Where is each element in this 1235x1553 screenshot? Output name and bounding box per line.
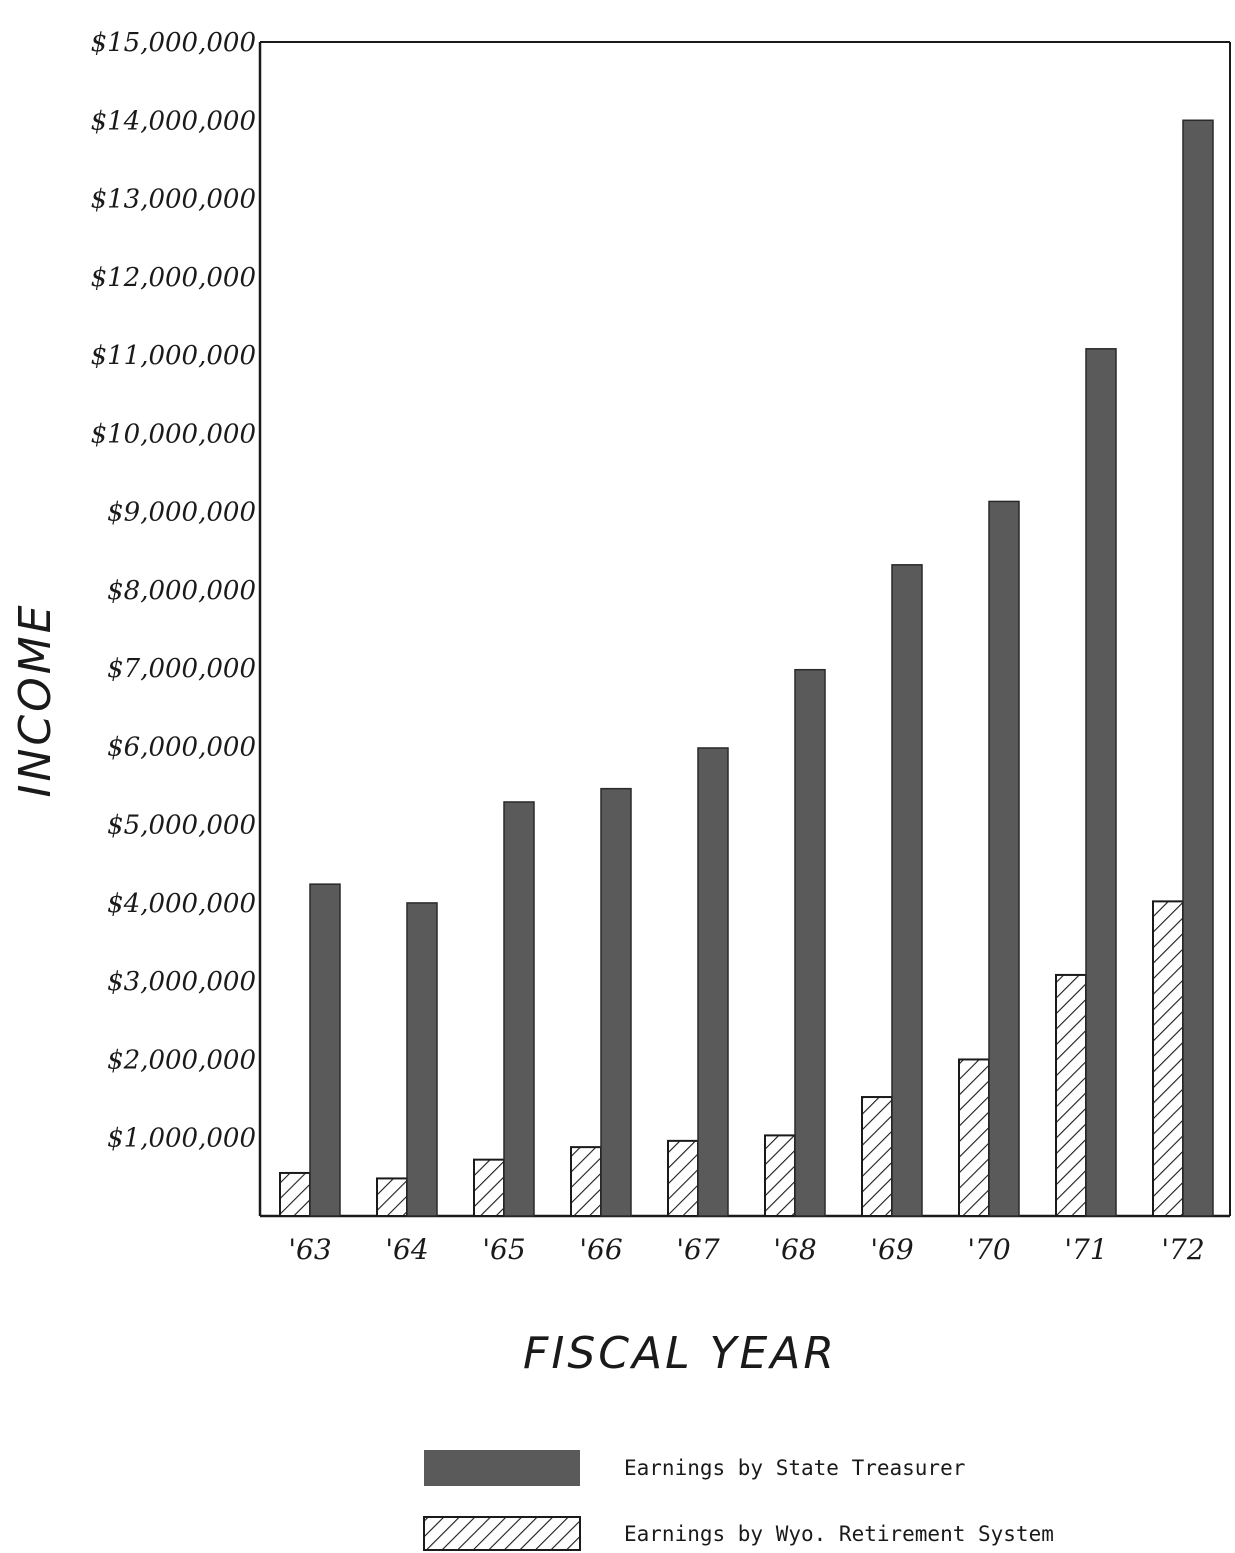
bar-retirement-system bbox=[473, 1158, 505, 1217]
x-tick-label: '67 bbox=[676, 1233, 720, 1266]
bar-state-treasurer bbox=[697, 747, 729, 1217]
x-tick-label: '68 bbox=[773, 1233, 816, 1266]
bar-state-treasurer bbox=[794, 668, 826, 1217]
y-tick-label: $6,000,000 bbox=[107, 732, 256, 762]
y-tick-label: $1,000,000 bbox=[107, 1124, 256, 1154]
y-axis-tick-labels: $1,000,000 $2,000,000 $3,000,000 $4,000,000… bbox=[91, 28, 256, 1154]
legend-swatch-state-treasurer bbox=[424, 1450, 580, 1486]
x-tick-label: '64 bbox=[385, 1233, 428, 1266]
bar-retirement-system bbox=[570, 1146, 602, 1218]
y-tick-label: $5,000,000 bbox=[107, 811, 256, 841]
bar-state-treasurer bbox=[309, 883, 341, 1217]
y-tick-label: $2,000,000 bbox=[107, 1045, 256, 1075]
x-tick-label: '72 bbox=[1161, 1233, 1204, 1266]
y-tick-label: $4,000,000 bbox=[107, 889, 256, 919]
legend-label-retirement-system: Earnings by Wyo. Retirement System bbox=[624, 1522, 1054, 1546]
legend-label-state-treasurer: Earnings by State Treasurer bbox=[624, 1456, 965, 1480]
y-tick-label: $12,000,000 bbox=[91, 263, 256, 293]
bar-state-treasurer bbox=[1182, 119, 1214, 1217]
legend-swatch-retirement-system bbox=[423, 1516, 581, 1551]
x-tick-label: '71 bbox=[1064, 1233, 1107, 1266]
y-axis-title: INCOME bbox=[10, 602, 61, 797]
x-tick-label: '69 bbox=[870, 1233, 913, 1266]
bars bbox=[279, 119, 1214, 1218]
y-tick-label: $8,000,000 bbox=[107, 576, 256, 606]
bar-state-treasurer bbox=[406, 902, 438, 1217]
bar-retirement-system bbox=[958, 1058, 990, 1218]
bar-retirement-system bbox=[1152, 900, 1184, 1217]
x-axis-tick-labels: '63 '64 '65 '66 '67 '68 '69 '70 '71 '72 bbox=[288, 1233, 1204, 1266]
bar-retirement-system bbox=[279, 1171, 311, 1218]
bar-state-treasurer bbox=[891, 564, 923, 1217]
bar-state-treasurer bbox=[1085, 348, 1117, 1217]
y-tick-label: $13,000,000 bbox=[91, 185, 256, 215]
x-tick-label: '65 bbox=[482, 1233, 525, 1266]
y-tick-label: $10,000,000 bbox=[91, 419, 256, 449]
bar-state-treasurer bbox=[988, 500, 1020, 1217]
bar-retirement-system bbox=[764, 1134, 796, 1218]
bar-retirement-system bbox=[667, 1139, 699, 1218]
bar-retirement-system bbox=[1055, 973, 1087, 1217]
y-tick-label: $7,000,000 bbox=[107, 654, 256, 684]
y-tick-label: $3,000,000 bbox=[107, 967, 256, 997]
legend: Earnings by State Treasurer Earnings by W… bbox=[423, 1450, 1054, 1551]
bar-state-treasurer bbox=[600, 787, 632, 1217]
x-tick-label: '66 bbox=[579, 1233, 622, 1266]
y-tick-label: $9,000,000 bbox=[107, 498, 256, 528]
bar-retirement-system bbox=[861, 1096, 893, 1217]
y-tick-label: $15,000,000 bbox=[91, 28, 256, 58]
x-axis-title: FISCAL YEAR bbox=[523, 1328, 837, 1379]
y-tick-label: $11,000,000 bbox=[91, 341, 256, 371]
bar-state-treasurer bbox=[503, 801, 535, 1217]
x-tick-label: '63 bbox=[288, 1233, 331, 1266]
bar-retirement-system bbox=[376, 1177, 408, 1218]
y-tick-label: $14,000,000 bbox=[91, 106, 256, 136]
x-tick-label: '70 bbox=[967, 1233, 1010, 1266]
